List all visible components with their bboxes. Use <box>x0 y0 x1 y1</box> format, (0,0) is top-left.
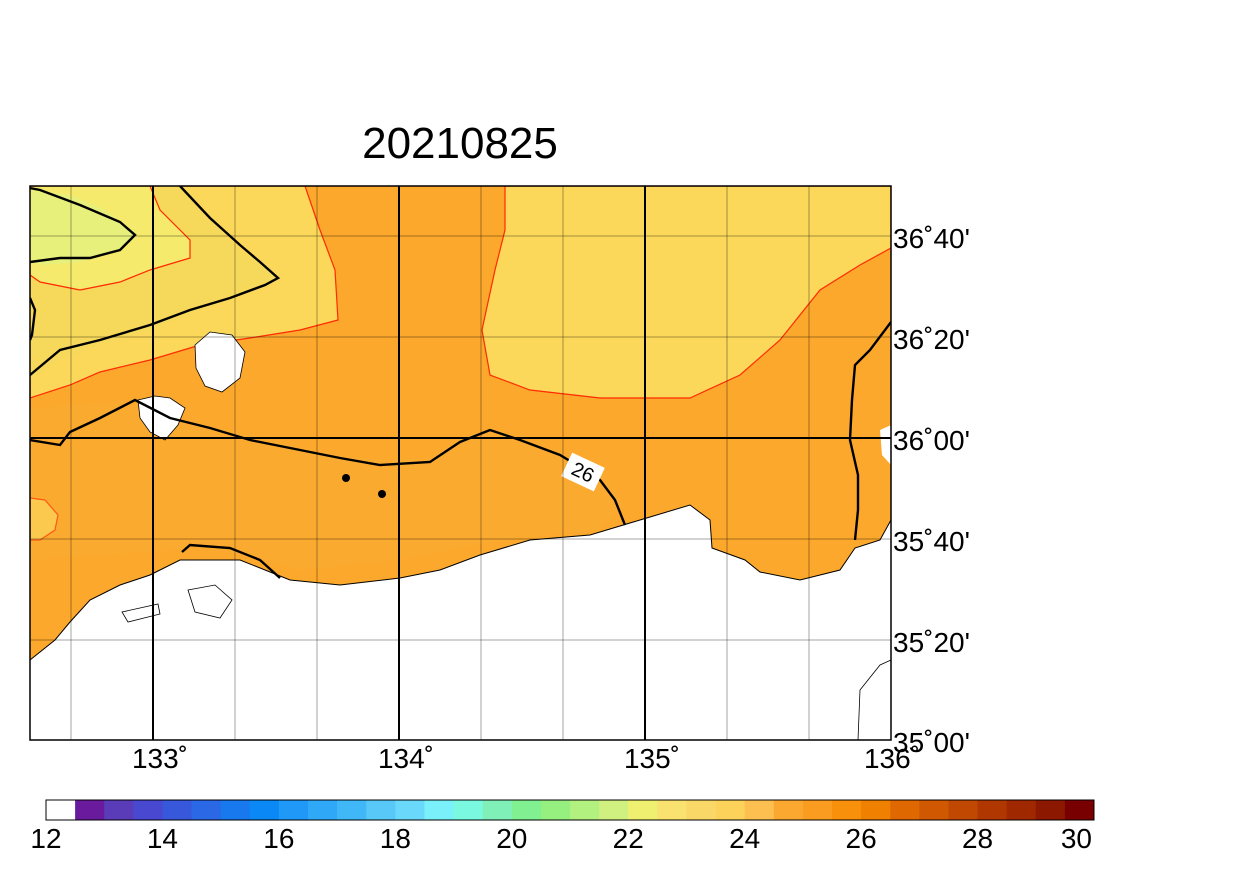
lat-tick-label: 35˚40' <box>893 526 970 557</box>
contour-26-w <box>30 297 37 341</box>
lon-tick-label: 134˚ <box>378 743 434 774</box>
lat-tick-label: 36˚20' <box>893 324 970 355</box>
lat-tick-label: 35˚00' <box>893 727 970 758</box>
colorbar-swatch <box>861 800 891 820</box>
colorbar-swatch <box>744 800 775 820</box>
colorbar-swatch <box>1006 800 1037 820</box>
colorbar-swatch <box>46 800 76 820</box>
colorbar-swatch <box>570 800 600 820</box>
sst-field-yellow-ne <box>481 186 891 399</box>
sst-field-coastal-band <box>30 400 625 570</box>
lon-tick-label: 136˚ <box>864 743 920 774</box>
colorbar-swatch <box>948 800 979 820</box>
coast-se <box>857 659 891 740</box>
colorbar-labels: 12 14 16 18 20 22 24 26 28 30 <box>30 823 1092 854</box>
colorbar-swatch <box>191 800 222 820</box>
major-gridlines <box>30 186 891 740</box>
sst-field-pale-green <box>30 190 135 265</box>
colorbar-swatch <box>540 800 571 820</box>
colorbar-swatch <box>1035 800 1066 820</box>
colorbar-swatch <box>133 800 163 820</box>
lat-axis: 36˚40' 36˚20' 36˚00' 35˚40' 35˚20' 35˚00… <box>893 223 970 758</box>
colorbar-swatch <box>919 800 949 820</box>
colorbar-tick-label: 16 <box>263 823 294 854</box>
island-dogo <box>194 331 246 393</box>
lon-tick-label: 135˚ <box>624 743 680 774</box>
colorbar-swatch <box>628 800 658 820</box>
colorbar-tick-label: 12 <box>30 823 61 854</box>
colorbar-swatch <box>977 800 1008 820</box>
lat-tick-label: 36˚40' <box>893 223 970 254</box>
colorbar-swatch <box>249 800 280 820</box>
sst-field-yellow-w <box>30 497 59 541</box>
colorbar-swatch <box>686 800 717 820</box>
lon-axis: 133˚ 134˚ 135˚ 136˚ <box>132 743 920 774</box>
station-marker <box>378 490 386 498</box>
lat-tick-label: 35˚20' <box>893 627 970 658</box>
colorbar-swatch <box>395 800 425 820</box>
contour-25-nw <box>30 186 137 264</box>
land-honshu <box>30 504 891 740</box>
colorbar-swatch <box>1064 800 1095 820</box>
colorbar-swatch <box>220 800 251 820</box>
colorbar-tick-label: 22 <box>613 823 644 854</box>
colorbar-swatch <box>366 800 396 820</box>
lake-shinji <box>121 603 161 623</box>
colorbar-swatch <box>832 800 862 820</box>
contour-26-coast <box>181 543 281 579</box>
colorbar-swatch <box>802 800 833 820</box>
colorbar <box>45 799 1095 821</box>
minor-gridlines <box>30 186 891 740</box>
colorbar-swatch <box>278 800 309 820</box>
colorbar-tick-label: 24 <box>729 823 760 854</box>
colorbar-swatch <box>715 800 746 820</box>
colorbar-swatch <box>424 800 455 820</box>
lon-tick-label: 133˚ <box>132 743 188 774</box>
contour-26-east <box>848 321 891 541</box>
colorbar-swatch <box>104 800 134 820</box>
colorbar-swatch <box>599 800 629 820</box>
colorbar-swatch <box>337 800 367 820</box>
station-marker <box>342 474 350 482</box>
colorbar-swatch <box>482 800 513 820</box>
colorbar-swatch <box>453 800 484 820</box>
contour-26-nw <box>30 186 281 376</box>
colorbar-tick-label: 14 <box>147 823 178 854</box>
colorbar-tick-label: 30 <box>1061 823 1092 854</box>
plot-area: 26 <box>30 186 891 740</box>
lat-tick-label: 36˚00' <box>893 425 970 456</box>
colorbar-swatch <box>308 800 338 820</box>
colorbar-swatch <box>890 800 920 820</box>
lake-nakaumi <box>187 584 233 619</box>
plot-frame <box>29 185 892 741</box>
map-title: 20210825 <box>362 119 558 168</box>
colorbar-tick-label: 26 <box>846 823 877 854</box>
colorbar-swatch <box>773 800 804 820</box>
colorbar-frame <box>45 799 1095 821</box>
island-east-coast <box>880 425 891 465</box>
colorbar-swatch <box>162 800 193 820</box>
colorbar-swatch <box>511 800 542 820</box>
colorbar-tick-label: 20 <box>496 823 527 854</box>
colorbar-swatch <box>657 800 687 820</box>
colorbar-tick-label: 18 <box>380 823 411 854</box>
colorbar-swatch <box>75 800 105 820</box>
colorbar-tick-label: 28 <box>962 823 993 854</box>
